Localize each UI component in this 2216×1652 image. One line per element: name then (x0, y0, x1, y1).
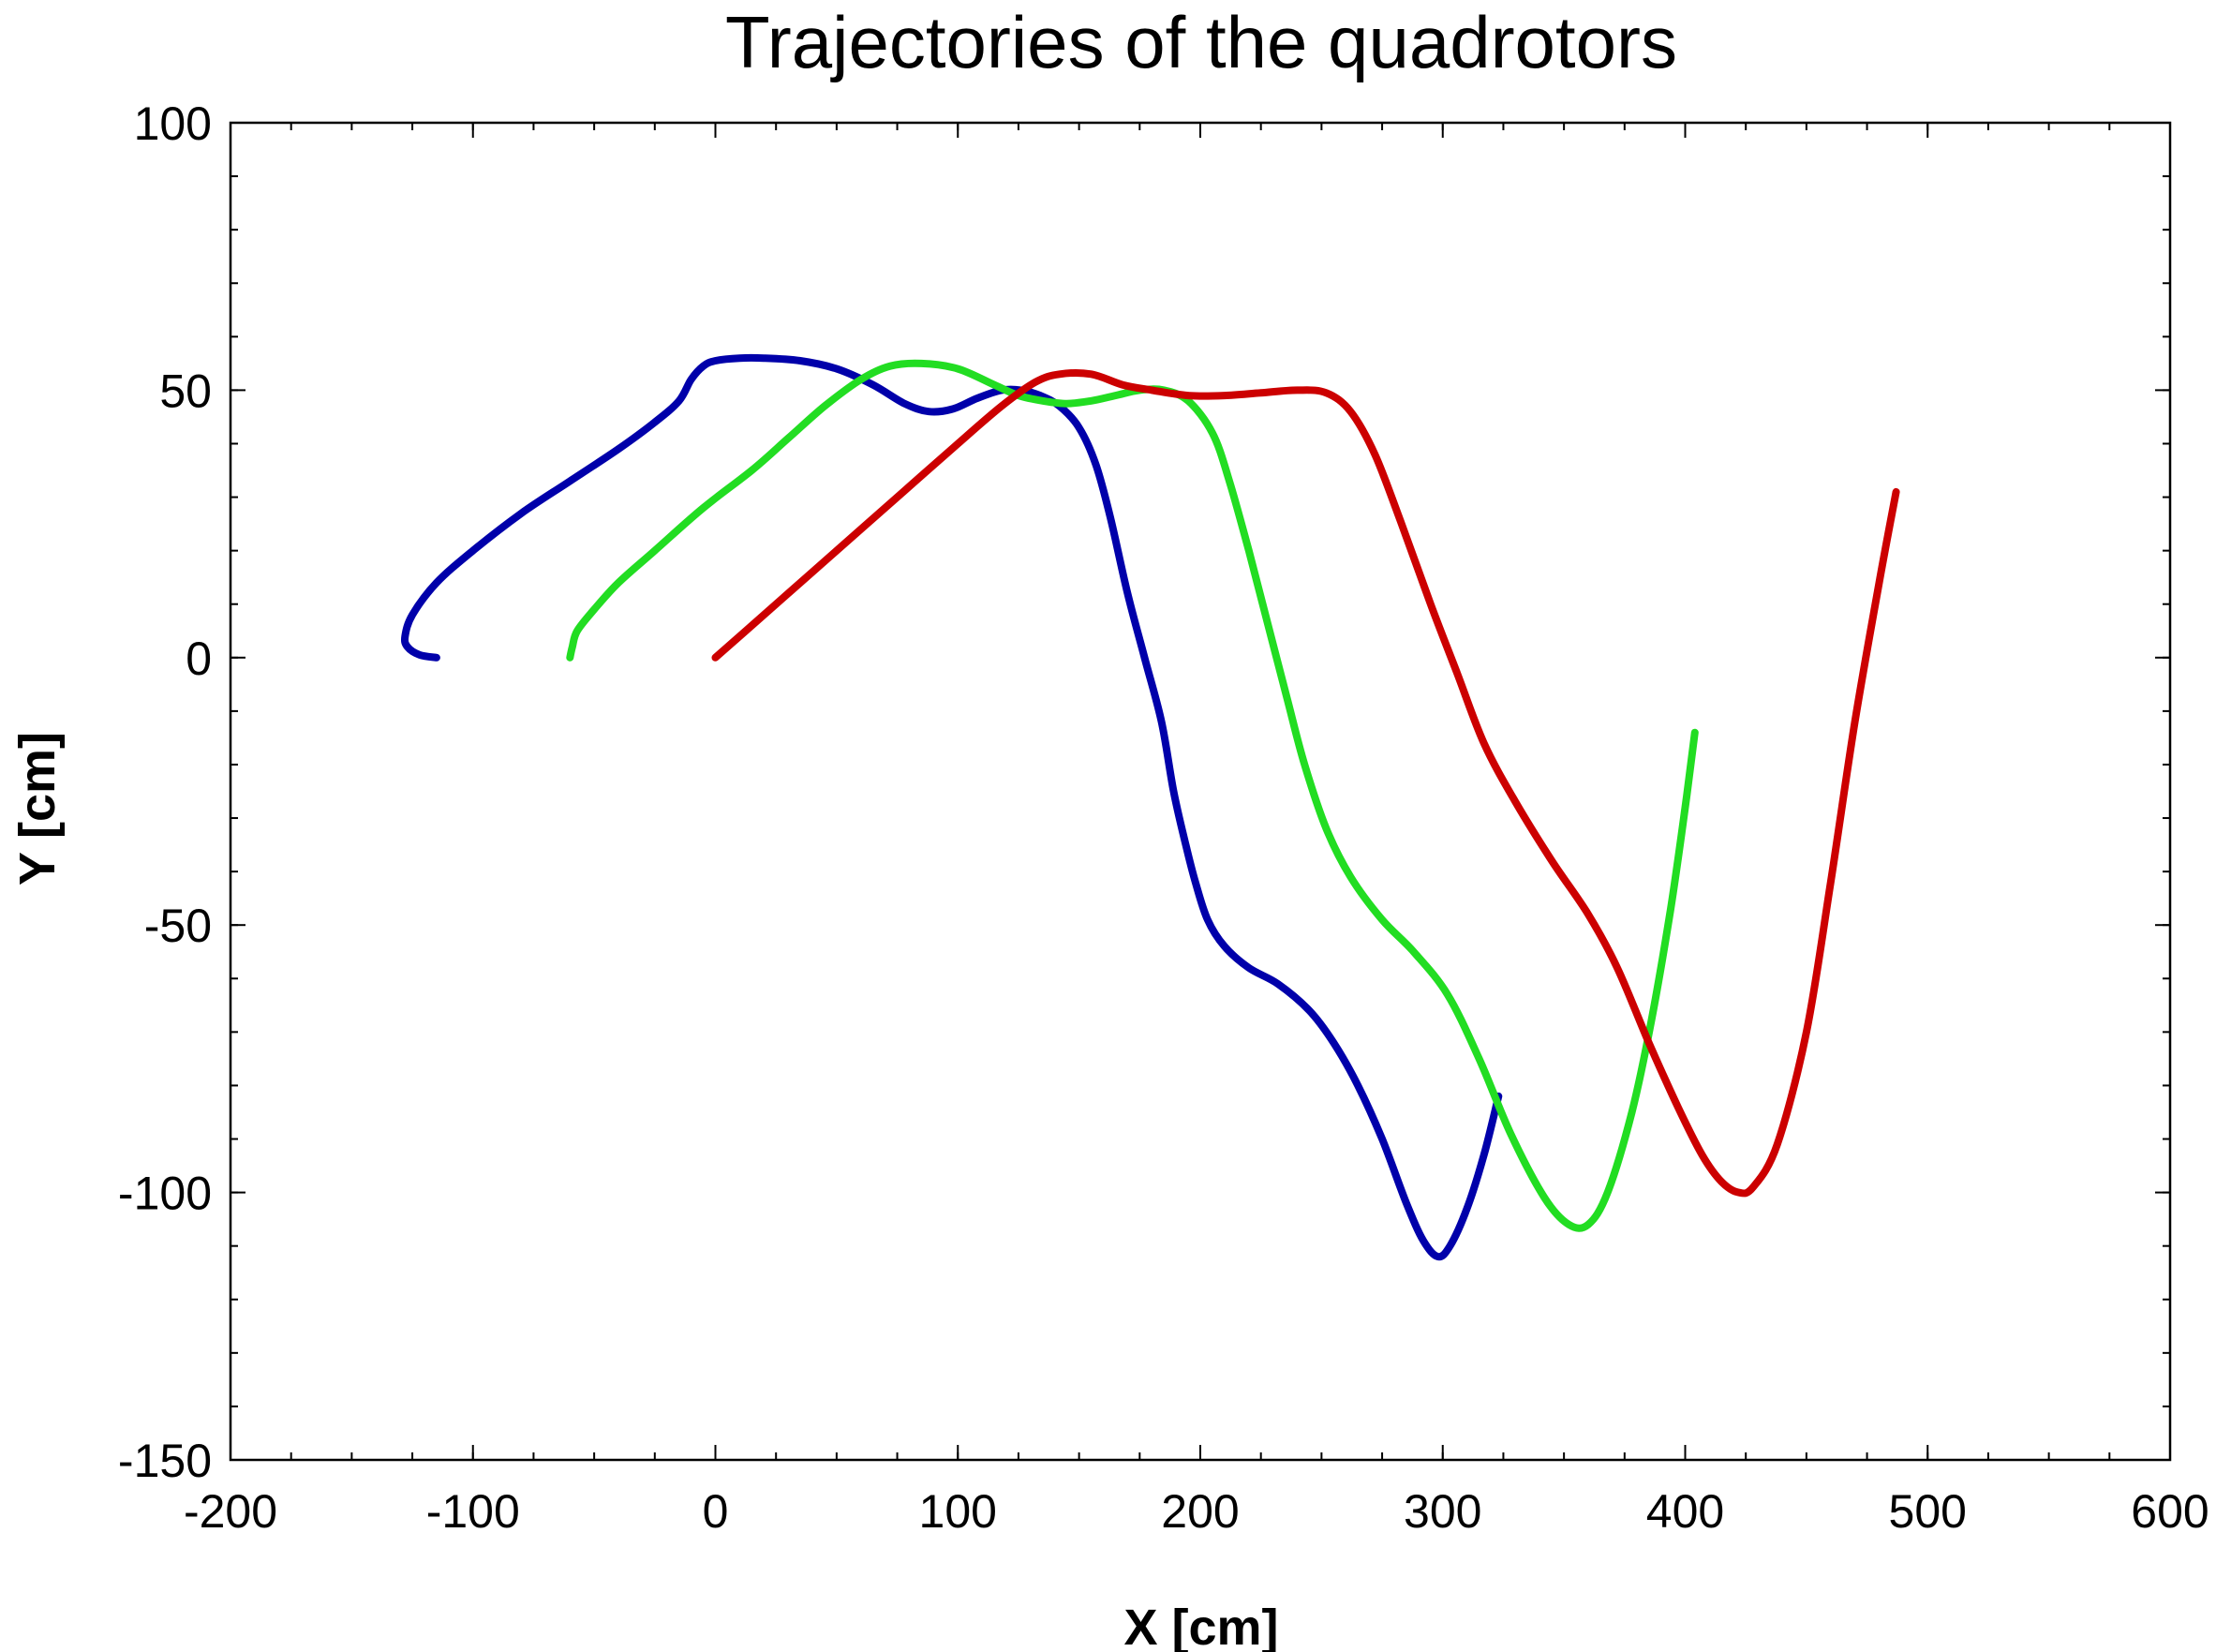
blue-trajectory-line (400, 353, 1503, 1261)
x-axis-label: X [cm] (1123, 1600, 1278, 1652)
x-tick-label: 400 (1646, 1485, 1724, 1538)
x-tick-label: -200 (184, 1485, 277, 1538)
x-tick-label: 500 (1889, 1485, 1967, 1538)
y-tick-label: 0 (186, 633, 212, 685)
y-tick-label: -150 (118, 1435, 212, 1487)
green-trajectory-line (566, 359, 1699, 1232)
y-tick-label: -100 (118, 1168, 212, 1220)
x-tick-label: 200 (1161, 1485, 1239, 1538)
plot-area (229, 121, 2172, 1462)
x-tick-label: 0 (703, 1485, 729, 1538)
y-tick-labels: -150 -100 -50 0 50 100 (118, 97, 212, 1487)
y-tick-label: 100 (134, 97, 212, 150)
red-trajectory-line (711, 369, 1900, 1198)
major-ticks (230, 122, 2171, 1461)
x-tick-label: 300 (1404, 1485, 1481, 1538)
series-group (400, 353, 1900, 1261)
x-tick-labels: -200 -100 0 100 200 300 400 500 600 (184, 1485, 2209, 1538)
x-tick-label: 600 (2131, 1485, 2209, 1538)
y-axis-label: Y [cm] (9, 732, 66, 886)
y-tick-label: 50 (159, 365, 212, 417)
x-tick-label: 100 (919, 1485, 997, 1538)
x-tick-label: -100 (426, 1485, 520, 1538)
y-tick-label: -50 (144, 900, 212, 952)
chart-title: Trajectories of the quadrotors (725, 1, 1677, 83)
